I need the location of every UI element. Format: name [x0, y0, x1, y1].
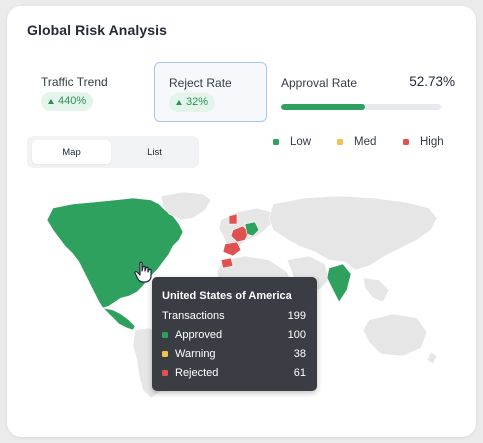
- trend-badge: 440%: [41, 92, 94, 111]
- legend-dot: [403, 139, 409, 145]
- country-spain[interactable]: [222, 241, 242, 257]
- tooltip-row-value: 199: [287, 310, 306, 322]
- country-morocco[interactable]: [220, 257, 234, 269]
- country-north-america[interactable]: [46, 197, 184, 309]
- status-dot: [162, 332, 168, 338]
- legend-item-high: High: [403, 136, 444, 148]
- country-germany[interactable]: [244, 221, 260, 237]
- country-tooltip: United States of America Transactions 19…: [152, 277, 317, 391]
- country-france[interactable]: [230, 225, 250, 243]
- status-dot: [162, 370, 168, 376]
- country-southeast-asia[interactable]: [362, 277, 390, 303]
- approval-progress-bar: [281, 104, 441, 110]
- country-greenland[interactable]: [160, 191, 212, 221]
- country-new-zealand[interactable]: [426, 351, 438, 365]
- legend-dot: [337, 139, 343, 145]
- tooltip-row-label: Transactions: [162, 310, 225, 322]
- approval-progress-fill: [281, 104, 366, 110]
- tooltip-country-name: United States of America: [162, 290, 292, 302]
- status-dot: [162, 351, 168, 357]
- country-uk[interactable]: [228, 213, 238, 225]
- tooltip-row-value: 61: [293, 367, 306, 379]
- tab-map[interactable]: Map: [32, 140, 111, 164]
- tooltip-row-transactions: Transactions 199: [162, 309, 306, 323]
- legend-item-low: Low: [273, 136, 311, 148]
- legend-item-med: Med: [337, 136, 376, 148]
- legend-label: Low: [290, 136, 312, 148]
- metric-reject-rate[interactable]: Reject Rate 32%: [154, 62, 267, 122]
- arrow-up-icon: [48, 99, 54, 104]
- arrow-up-icon: [176, 100, 182, 105]
- country-mexico[interactable]: [102, 307, 136, 331]
- trend-value: 440%: [58, 95, 87, 107]
- metric-label: Reject Rate: [169, 76, 232, 90]
- trend-value: 32%: [186, 96, 209, 108]
- trend-badge: 32%: [169, 93, 216, 112]
- legend-label: High: [420, 136, 444, 148]
- tooltip-row-value: 38: [293, 348, 306, 360]
- country-asia[interactable]: [268, 195, 438, 271]
- legend-label: Med: [354, 136, 377, 148]
- metric-label: Traffic Trend: [41, 75, 108, 89]
- tab-list[interactable]: List: [147, 146, 162, 158]
- tooltip-row-value: 100: [287, 329, 306, 341]
- legend-dot: [273, 139, 279, 145]
- metric-traffic-trend[interactable]: Traffic Trend 440%: [27, 62, 140, 122]
- country-india[interactable]: [326, 263, 352, 303]
- tooltip-row-label: Warning: [175, 348, 216, 360]
- tooltip-row-rejected: Rejected 61: [162, 366, 306, 380]
- tooltip-row-warning: Warning 38: [162, 347, 306, 361]
- approval-rate-value: 52.73%: [409, 74, 455, 89]
- card-title: Global Risk Analysis: [27, 22, 167, 38]
- country-australia[interactable]: [362, 313, 428, 357]
- tooltip-row-label: Rejected: [175, 367, 219, 379]
- hand-cursor-icon: [134, 261, 152, 283]
- view-toggle: Map List: [27, 136, 199, 168]
- tooltip-row-approved: Approved 100: [162, 328, 306, 342]
- tooltip-row-label: Approved: [175, 329, 223, 341]
- approval-rate-label: Approval Rate: [281, 76, 358, 90]
